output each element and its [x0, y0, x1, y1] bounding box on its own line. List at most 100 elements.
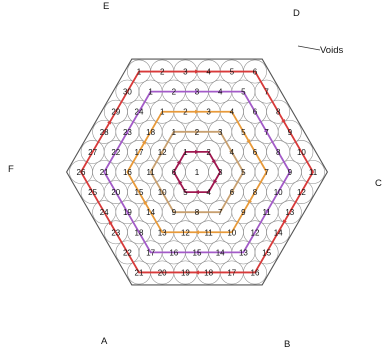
circle-number-label: 13 [158, 228, 167, 237]
ring-arrow [195, 109, 199, 114]
circle-number-label: 4 [206, 188, 211, 197]
circle-number-label: 12 [251, 228, 260, 237]
circle-number-label: 10 [297, 148, 306, 157]
circle-number-label: 7 [264, 128, 269, 137]
packed-circle [92, 119, 117, 144]
packed-circle [289, 140, 314, 164]
circle-number-label: 11 [262, 208, 271, 217]
circle-number-label: 17 [227, 268, 236, 277]
ring-arrow [109, 220, 113, 225]
circle-number-label: 19 [181, 268, 190, 277]
circle-number-label: 2 [195, 128, 200, 137]
circle-number-label: 21 [135, 268, 144, 277]
circle-number-label: 9 [172, 208, 177, 217]
circle-number-label: 1 [172, 128, 177, 137]
circle-number-label: 24 [100, 208, 109, 217]
circle-number-label: 26 [77, 168, 86, 177]
packed-circle [266, 99, 291, 124]
circle-number-label: 2 [206, 148, 211, 157]
circle-number-label: 5 [241, 168, 246, 177]
ring-path-4 [103, 90, 291, 254]
circle-number-label: 11 [309, 168, 318, 177]
ring-arrow [141, 140, 146, 145]
voids-pointer-line [297, 45, 321, 51]
circle-number-label: 28 [100, 128, 109, 137]
circle-number-label: 22 [123, 248, 132, 257]
ring-arrow [195, 69, 199, 74]
vertex-label-e: E [103, 1, 109, 12]
ring-arrow [213, 179, 218, 184]
ring-arrow [159, 150, 164, 155]
circle-number-label: 7 [264, 88, 269, 97]
ring-arrow [265, 209, 270, 214]
circle-number-label: 12 [181, 228, 190, 237]
circle-number-label: 27 [88, 148, 97, 157]
circle-number-label: 18 [135, 228, 144, 237]
ring-arrow [124, 130, 129, 135]
circle-number-label: 1 [137, 68, 142, 77]
voids-annotation: Voids [320, 45, 343, 56]
packed-circle [115, 79, 140, 104]
packed-circle [80, 180, 105, 204]
ring-arrow [283, 219, 287, 224]
ring-path-5 [79, 70, 315, 274]
circle-number-label: 14 [146, 208, 155, 217]
circle-number-label: 5 [241, 88, 246, 97]
circle-number-label: 9 [241, 208, 246, 217]
circle-number-label: 4 [206, 68, 211, 77]
circle-number-label: 9 [288, 168, 293, 177]
ring-arrow [195, 230, 199, 235]
circle-number-label: 25 [88, 188, 97, 197]
vertex-label-c: C [375, 178, 382, 189]
ring-arrow [230, 189, 235, 194]
packed-circle [254, 240, 279, 265]
ring-arrow [195, 270, 199, 275]
circle-number-label: 1 [160, 108, 165, 117]
circle-number-label: 2 [183, 108, 188, 117]
circle-number-label: 18 [204, 268, 213, 277]
ring-arrow [281, 119, 285, 124]
circle-number-label: 17 [135, 148, 144, 157]
packed-circle [103, 99, 128, 124]
vertex-label-f: F [8, 164, 14, 175]
circle-number-label: 3 [206, 108, 211, 117]
circle-number-label: 4 [230, 148, 235, 157]
packed-circle [92, 200, 117, 225]
circle-number-label: 4 [218, 88, 223, 97]
packed-circle [266, 220, 291, 245]
circle-number-label: 14 [216, 248, 225, 257]
vertex-label-b: B [284, 339, 290, 350]
circle-number-label: 8 [276, 148, 281, 157]
circle-number-label: 24 [135, 108, 144, 117]
packed-circle [277, 200, 302, 225]
circle-number-label: 7 [218, 208, 223, 217]
circle-number-label: 3 [183, 68, 188, 77]
ring-path-layer [79, 69, 315, 275]
packed-circle [277, 119, 302, 144]
circle-number-label: 15 [262, 248, 271, 257]
circle-number-label: 5 [230, 68, 235, 77]
ring-path-3 [126, 110, 268, 234]
ring-path-1 [172, 151, 222, 193]
circle-number-label: 11 [204, 228, 213, 237]
packed-circle [103, 220, 128, 245]
circle-number-label: 9 [288, 128, 293, 137]
ring-arrow [228, 149, 233, 154]
outer-hexagon-boundary [65, 58, 329, 286]
circle-number-label: 15 [135, 188, 144, 197]
circle-number-label: 10 [227, 228, 236, 237]
circle-number-label: 11 [146, 168, 155, 177]
circle-number-label: 3 [218, 168, 223, 177]
circle-number-label: 7 [264, 168, 269, 177]
ring-arrow [161, 190, 166, 195]
ring-arrow [195, 250, 199, 255]
circle-number-label: 18 [146, 128, 155, 137]
packed-circle [254, 79, 279, 104]
circle-number-label: 3 [218, 128, 223, 137]
ring-arrow [195, 149, 199, 155]
packed-circle [80, 140, 105, 164]
circle-number-label: 8 [195, 208, 200, 217]
circle-number-label: 16 [123, 168, 132, 177]
circle-number-label: 8 [276, 108, 281, 117]
